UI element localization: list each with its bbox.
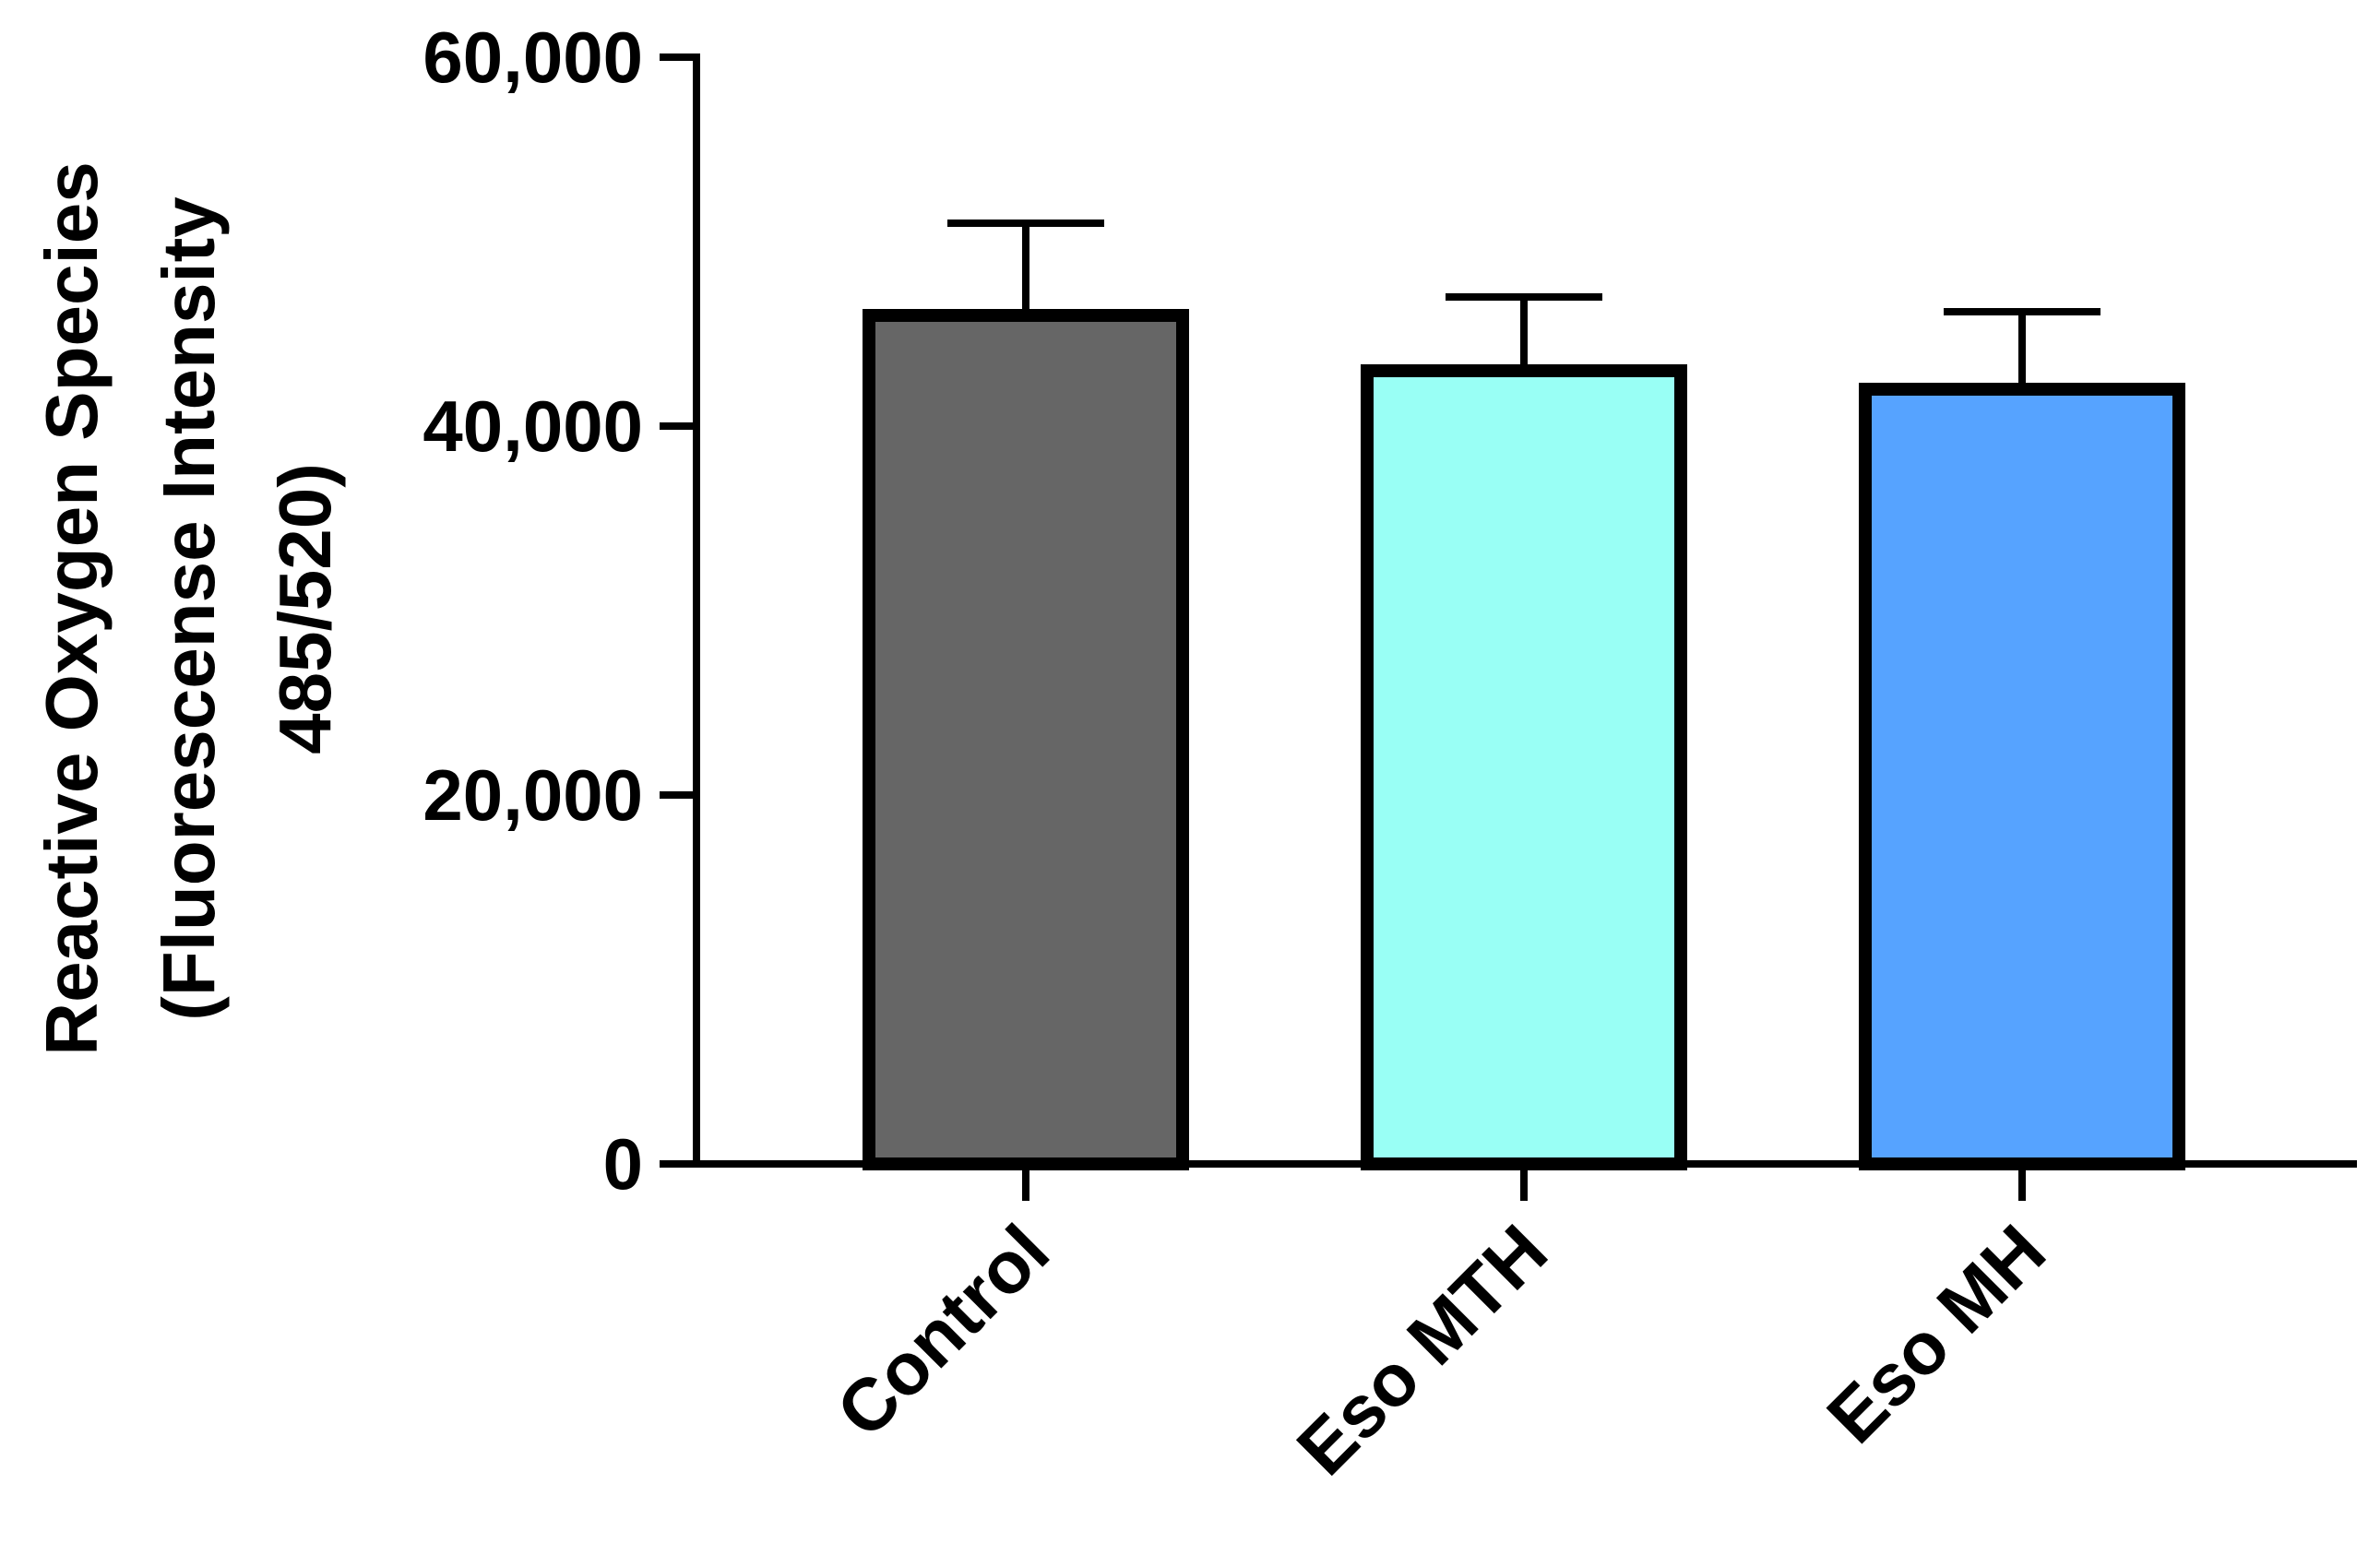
y-tick-label: 20,000: [422, 754, 643, 836]
x-tick-label: Eso MTH: [1281, 1209, 1563, 1490]
x-tick-label: Eso MH: [1812, 1209, 2061, 1458]
y-axis-title-line-3: 485/520): [264, 463, 346, 754]
y-axis-title-line-2: (Fluorescense Intensity: [148, 196, 230, 1021]
y-tick-label: 0: [603, 1123, 643, 1205]
bar-eso-mth: [1361, 364, 1687, 1170]
x-tick-label: Control: [821, 1209, 1065, 1453]
bar-eso-mh: [1859, 383, 2185, 1170]
y-axis-title-line-1: Reactive Oxygen Species: [30, 161, 113, 1055]
plot-area: 0 20,000 40,000 60,000 Control Eso MTH Eso MH: [422, 17, 2357, 1490]
bar-control: [863, 309, 1189, 1170]
y-tick-label: 40,000: [422, 386, 643, 467]
y-axis-title: Reactive Oxygen Species (Fluorescense In…: [30, 161, 346, 1055]
y-tick-label: 60,000: [422, 17, 643, 98]
